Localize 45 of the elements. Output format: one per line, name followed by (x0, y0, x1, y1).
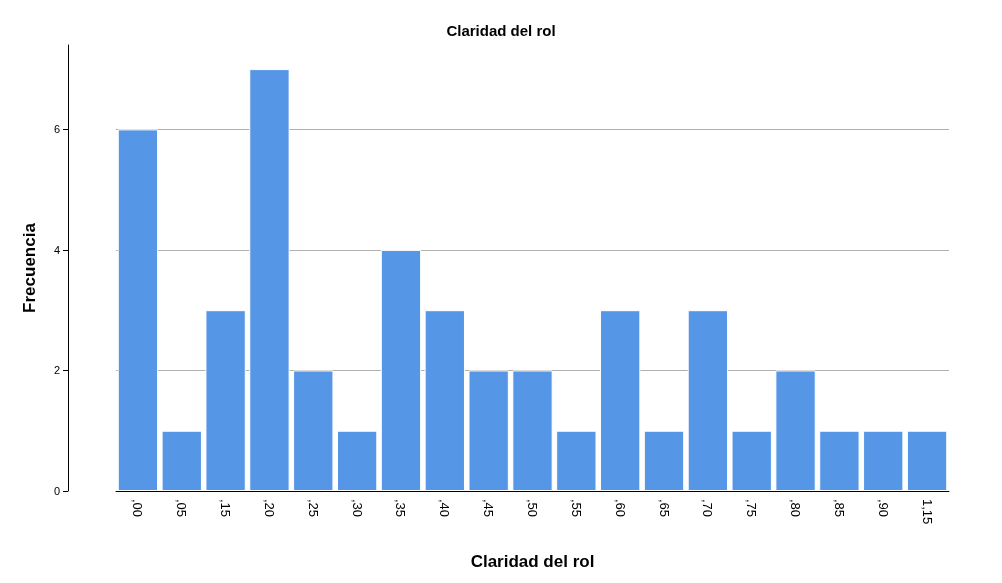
y-tick-label: 2 (53, 364, 60, 377)
bar (117, 129, 159, 491)
x-tick-label: ,00 (130, 499, 146, 518)
x-tick-label: ,65 (656, 499, 672, 518)
x-tick-label: ,35 (393, 499, 409, 518)
bar (249, 69, 290, 491)
bar (380, 249, 422, 491)
x-tick-label: ,15 (218, 499, 234, 518)
bar (424, 310, 465, 491)
bar (643, 430, 685, 491)
bar (161, 430, 202, 491)
x-tick-label: ,85 (831, 499, 847, 518)
x-tick-label: ,45 (481, 499, 497, 518)
bar (468, 370, 509, 491)
bar (512, 370, 553, 491)
bar (819, 430, 860, 491)
x-tick-label: ,40 (437, 499, 453, 518)
bar (293, 370, 334, 491)
bar (336, 430, 378, 491)
x-axis-title: Claridad del rol (470, 552, 595, 571)
x-tick-label: ,05 (174, 499, 190, 518)
x-tick-label: ,55 (568, 499, 584, 518)
bar (556, 430, 597, 491)
x-tick-label: ,90 (875, 499, 891, 518)
bar (600, 310, 641, 491)
chart-title: Claridad del rol (446, 22, 556, 39)
x-tick-label: ,60 (612, 499, 628, 518)
y-axis-title: Frecuencia (20, 222, 39, 313)
x-tick-label: ,30 (349, 499, 365, 518)
bar (687, 310, 729, 491)
bar (731, 430, 772, 491)
bar (775, 370, 816, 491)
bar (205, 310, 246, 491)
bar (863, 430, 904, 491)
x-tick-label: ,75 (744, 499, 760, 518)
x-tick-label: ,50 (525, 499, 540, 518)
x-tick-label: ,25 (305, 499, 321, 518)
x-tick-label: ,70 (700, 499, 716, 518)
x-tick-label: 1,15 (919, 499, 935, 525)
y-tick-label: 0 (53, 485, 60, 497)
bar (906, 430, 948, 491)
x-tick-label: ,80 (788, 499, 804, 518)
x-tick-label: ,20 (261, 499, 277, 518)
y-tick-label: 4 (53, 243, 60, 256)
y-tick-label: 6 (53, 123, 60, 136)
